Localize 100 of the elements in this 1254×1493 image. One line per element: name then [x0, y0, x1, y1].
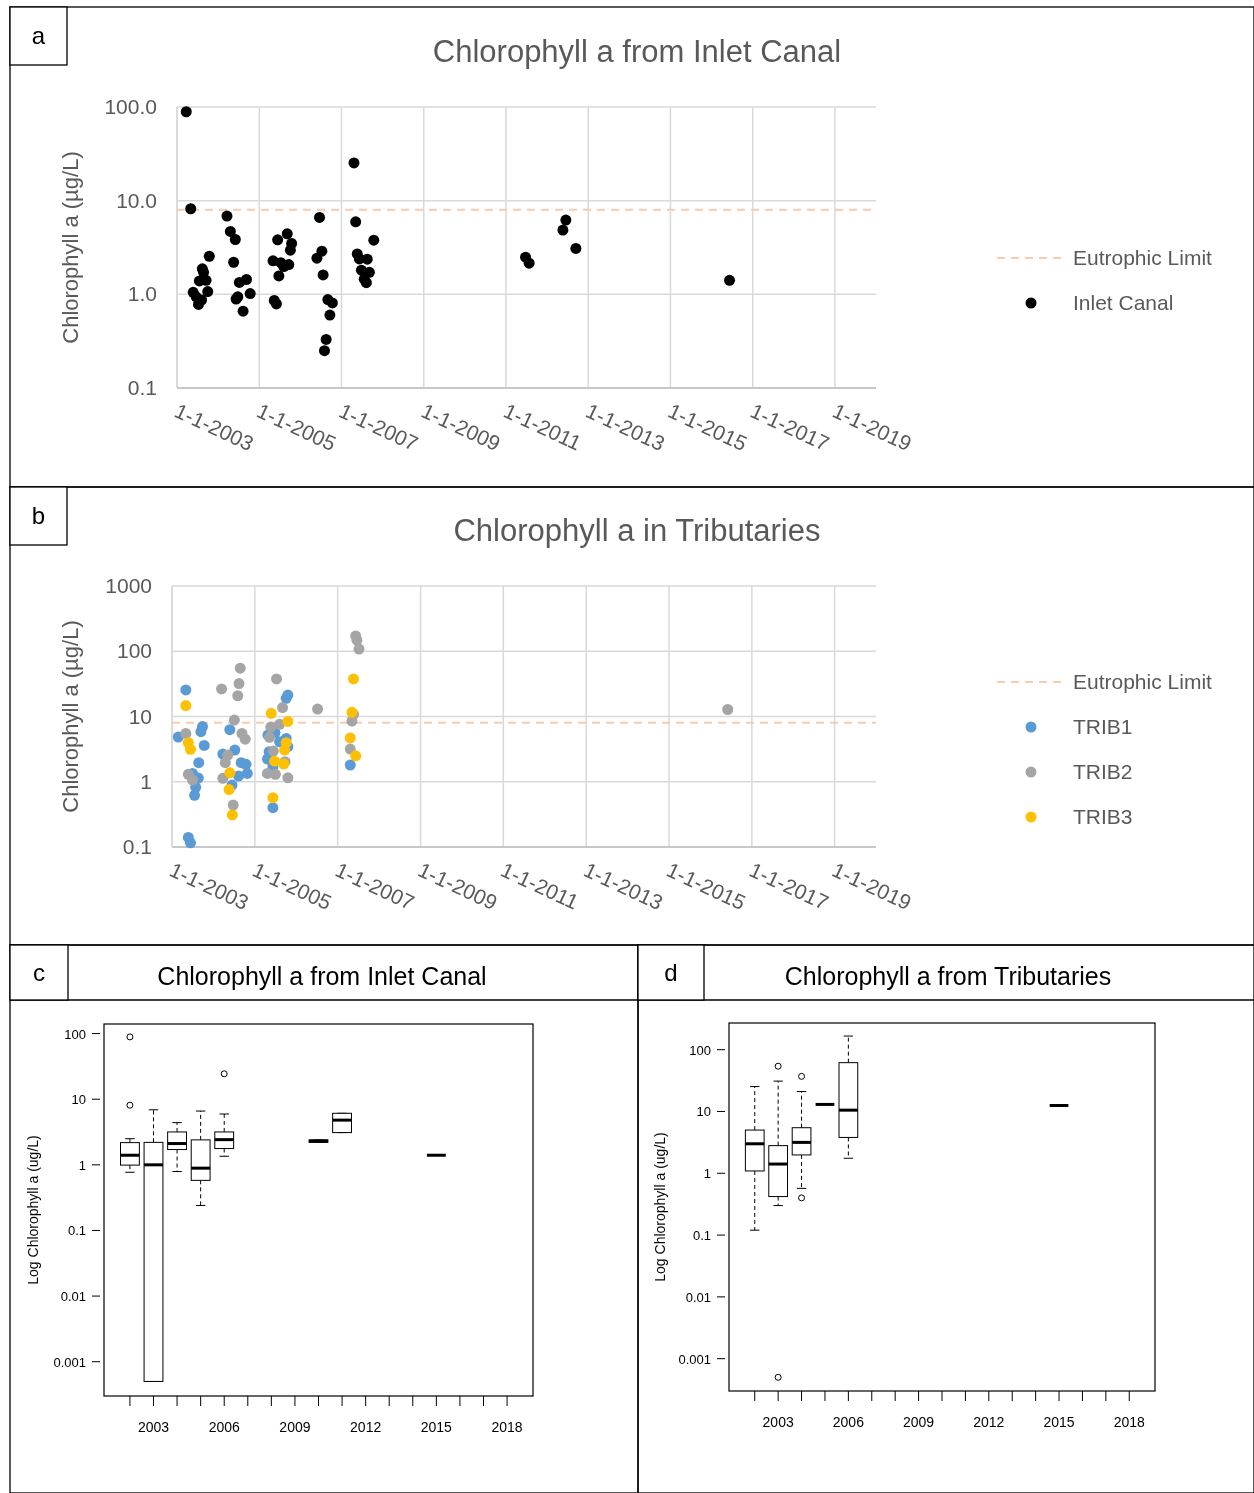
point — [180, 684, 192, 696]
y-axis-title: Chlorophyll a (µg/L) — [58, 151, 83, 344]
point — [267, 745, 279, 757]
point — [228, 256, 240, 268]
point — [570, 242, 582, 254]
point — [228, 714, 240, 726]
x-tick-label: 2012 — [973, 1414, 1005, 1430]
point — [224, 724, 236, 736]
x-tick-label: 2003 — [762, 1414, 794, 1430]
y-tick-label: 10.0 — [116, 188, 157, 212]
point — [180, 700, 192, 712]
point — [272, 234, 284, 246]
point — [184, 743, 196, 755]
point — [281, 228, 293, 240]
point — [344, 732, 356, 744]
point — [320, 333, 332, 345]
point — [353, 643, 365, 655]
y-tick-label: 0.1 — [692, 1228, 711, 1244]
y-tick-label: 1000 — [105, 574, 152, 597]
y-axis-title: Chlorophyll a (µg/L) — [58, 620, 83, 813]
point — [267, 802, 279, 814]
point — [187, 774, 199, 786]
point — [240, 274, 252, 285]
chart-title: Chlorophyll a from Inlet Canal — [157, 962, 487, 990]
point — [269, 755, 281, 767]
point — [198, 739, 210, 751]
chart-title: Chlorophyll a from Tributaries — [784, 962, 1112, 990]
point — [239, 733, 251, 745]
x-tick-label: 2009 — [903, 1414, 935, 1430]
chart-title: Chlorophyll a from Inlet Canal — [432, 34, 842, 69]
x-tick-label: 2006 — [832, 1414, 865, 1430]
point — [324, 309, 336, 321]
chart-title: Chlorophyll a in Tributaries — [453, 513, 821, 548]
point — [233, 678, 245, 690]
legend-label: TRIB1 — [1073, 715, 1133, 738]
legend-label: TRIB3 — [1073, 805, 1133, 828]
y-tick-label: 1 — [703, 1166, 711, 1182]
point — [282, 772, 294, 784]
point — [229, 234, 241, 245]
text: c — [33, 958, 45, 986]
point — [265, 721, 277, 733]
y-tick-label: 10 — [71, 1092, 86, 1108]
point — [244, 288, 256, 300]
y-tick-label: 0.001 — [678, 1351, 711, 1367]
point — [189, 789, 201, 801]
point — [277, 702, 289, 714]
point — [203, 250, 215, 262]
x-tick-label: 2012 — [350, 1419, 382, 1435]
x-tick-label: 2015 — [1043, 1414, 1075, 1430]
point — [312, 703, 324, 715]
point — [234, 662, 246, 674]
point — [560, 214, 572, 226]
point — [216, 683, 228, 695]
point — [523, 257, 535, 269]
y-tick-label: 1 — [78, 1157, 86, 1173]
point — [318, 345, 330, 357]
y-tick-label: 1 — [140, 769, 152, 793]
point — [348, 673, 360, 685]
point — [317, 269, 329, 281]
y-tick-label: 0.1 — [127, 376, 157, 399]
point — [224, 225, 236, 237]
point — [185, 203, 197, 215]
y-tick-label: 10 — [128, 704, 152, 728]
point — [350, 750, 362, 762]
y-tick-label: 10 — [696, 1104, 711, 1120]
x-tick-label: 2003 — [137, 1419, 170, 1435]
point — [348, 157, 360, 169]
text: a — [31, 22, 46, 49]
point — [180, 106, 192, 118]
point — [314, 211, 326, 223]
y-axis-title: Log Chlorophyll a (ug/L) — [25, 1135, 41, 1285]
point — [270, 298, 282, 310]
x-tick-label: 2009 — [279, 1419, 311, 1435]
y-tick-label: 100 — [116, 639, 152, 663]
point — [557, 224, 569, 236]
y-tick-label: 0.1 — [122, 835, 152, 858]
point — [221, 210, 233, 222]
x-tick-label: 2018 — [491, 1419, 523, 1435]
x-tick-label: 2006 — [208, 1419, 240, 1435]
point — [226, 809, 238, 821]
point — [193, 757, 205, 769]
point — [282, 715, 294, 727]
legend-label: TRIB2 — [1073, 760, 1133, 783]
legend-label: Eutrophic Limit — [1073, 670, 1213, 693]
legend-label: Inlet Canal — [1073, 291, 1174, 314]
point — [223, 784, 235, 796]
point — [224, 767, 236, 779]
point — [350, 216, 362, 228]
point — [202, 286, 214, 298]
point — [184, 837, 196, 849]
point — [241, 767, 253, 779]
x-tick-label: 2018 — [1113, 1414, 1146, 1430]
point — [267, 792, 279, 804]
y-tick-label: 100.0 — [104, 95, 157, 118]
point — [265, 707, 277, 719]
y-tick-label: 100 — [689, 1042, 711, 1058]
point — [219, 757, 231, 769]
point — [344, 759, 356, 771]
point — [311, 252, 323, 264]
point — [237, 305, 249, 317]
